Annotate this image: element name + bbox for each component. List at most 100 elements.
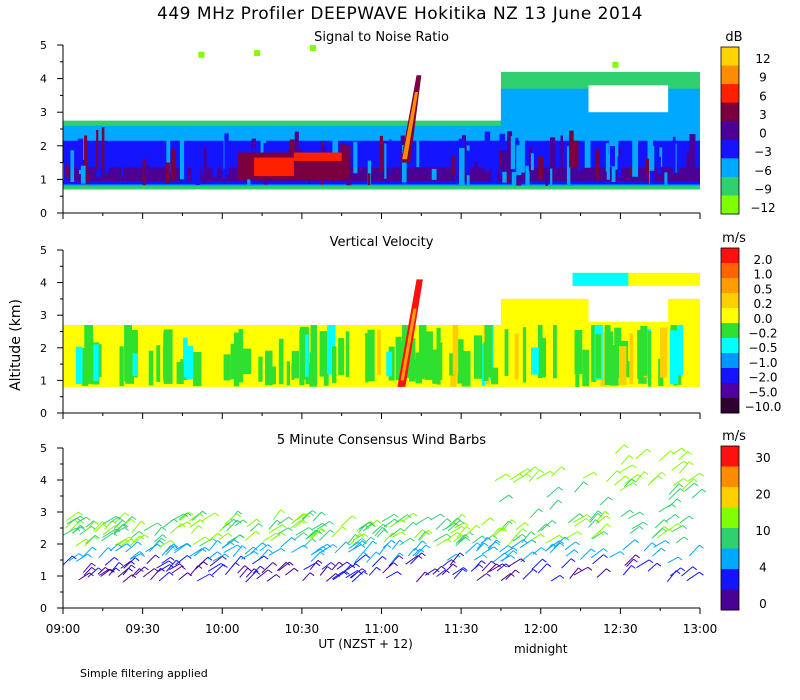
wind-barb [672, 447, 682, 455]
wind-barb [268, 519, 278, 530]
snr-cell [646, 160, 649, 184]
wind-barb-flag [559, 542, 565, 547]
snr-cell [511, 172, 517, 186]
y-tick-label: 5 [40, 39, 47, 52]
wind-barb-flag [351, 515, 357, 520]
snr-cell [309, 45, 316, 51]
wind-barb [174, 542, 188, 551]
wind-barb-flag [317, 559, 323, 564]
wind-barb [528, 469, 540, 482]
wind-barb-flag [203, 561, 208, 566]
colorbar-swatch [721, 368, 739, 384]
x-tick-label: 12:00 [523, 622, 558, 636]
wind-barb [82, 562, 92, 573]
x-tick-label: 09:00 [46, 622, 81, 636]
wind-barb-flag [370, 521, 375, 525]
snr-cell [672, 136, 676, 174]
colorbar: dB 12 9 6 3 0 −3 −6 −9 −12 [720, 30, 776, 215]
snr-cell [96, 130, 99, 170]
wind-barb-flag [425, 531, 430, 535]
wind-barb-flag [181, 566, 186, 570]
colorbar-label: 0 [759, 127, 767, 141]
wind-barb-flag [168, 571, 174, 576]
wind-barb [492, 552, 505, 563]
snr-cell [677, 153, 681, 173]
wind-barb [454, 522, 465, 529]
wind-barb-flag [236, 513, 241, 518]
colorbar-label: 0 [759, 597, 767, 611]
wind-barb [619, 464, 633, 473]
vv-cell [243, 348, 252, 375]
vv-cell [626, 361, 630, 378]
wind-barb-flag [363, 533, 369, 538]
wind-barb [510, 539, 524, 549]
wind-barb-flag [114, 525, 120, 529]
wind-barb [246, 518, 257, 528]
wind-barb-flag [412, 512, 418, 517]
wind-barb-flag [486, 573, 491, 577]
wind-barb [405, 555, 419, 565]
x-tick-label: 11:30 [444, 622, 479, 636]
wind-barb-flag [321, 511, 326, 516]
wind-barb [131, 520, 142, 534]
wind-barb [666, 570, 677, 583]
wind-barb-flag [515, 569, 520, 574]
wind-barb [500, 573, 511, 582]
wind-barb [348, 544, 362, 553]
wind-barb [363, 540, 374, 553]
wind-barb [87, 567, 99, 578]
wind-barb [442, 559, 452, 567]
wind-barb-flag [510, 573, 515, 577]
snr-cell [569, 130, 574, 168]
wind-barb [353, 554, 367, 565]
colorbar-label: −3 [754, 145, 772, 159]
snr-cell [80, 165, 86, 184]
wind-barb-flag [261, 542, 267, 547]
vv-cell [148, 350, 154, 386]
wind-barb-flag [586, 514, 592, 518]
wind-barb [487, 541, 497, 549]
colorbar-label: 0.0 [753, 312, 772, 326]
vv-cell [619, 346, 627, 386]
wind-barb [250, 542, 263, 554]
colorbar-swatch [721, 65, 739, 85]
wind-barb [234, 519, 244, 527]
wind-barb-flag [701, 488, 707, 493]
wind-barb [490, 527, 500, 538]
wind-barb [455, 537, 466, 547]
y-tick-label: 3 [40, 309, 47, 322]
wind-barb-flag [441, 565, 446, 570]
wind-barb [546, 486, 559, 498]
wind-barb [418, 530, 429, 542]
wind-barb [416, 571, 426, 583]
snr-cell [416, 140, 420, 168]
y-tick-label: 3 [40, 506, 47, 519]
snr-cell [191, 155, 198, 182]
wind-barb [658, 503, 672, 513]
panel-3: 5 Minute Consensus Wind Barbs 0 1 2 3 4 5 m/s 30… [40, 429, 771, 615]
wind-barb [362, 523, 372, 532]
wind-barb [189, 519, 201, 528]
wind-barb [123, 557, 136, 569]
wind-barb-flag [446, 533, 451, 538]
wind-barb-flag [463, 522, 469, 527]
wind-barb [371, 556, 383, 567]
wind-barb-flag [199, 519, 205, 524]
snr-cell [566, 146, 570, 184]
wind-barb [169, 563, 180, 571]
wind-barb [331, 526, 343, 538]
wind-barb-flag [410, 537, 415, 542]
wind-barb-flag [573, 549, 579, 554]
wind-barb-flag [207, 556, 213, 561]
wind-barb [665, 514, 676, 523]
wind-barb-flag [597, 512, 603, 517]
snr-cell [611, 153, 616, 182]
wind-barb-flag [338, 561, 344, 566]
wind-barb-flag [461, 514, 467, 518]
wind-barb-flag [393, 562, 398, 566]
wind-barb-flag [606, 523, 612, 528]
wind-barb-flag [137, 541, 142, 546]
wind-barb [614, 475, 626, 486]
wind-barb-flag [89, 572, 94, 577]
